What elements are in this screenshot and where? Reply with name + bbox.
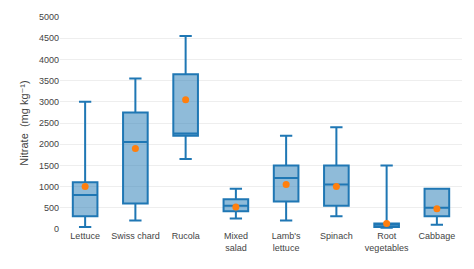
svg-text:Swiss chard: Swiss chard — [111, 231, 160, 241]
svg-text:4000: 4000 — [39, 55, 59, 65]
svg-text:Nitrate (mg kg⁻¹): Nitrate (mg kg⁻¹) — [18, 80, 30, 165]
svg-text:500: 500 — [44, 203, 59, 213]
svg-text:Cabbage: Cabbage — [419, 231, 456, 241]
svg-text:3000: 3000 — [39, 97, 59, 107]
svg-text:2000: 2000 — [39, 139, 59, 149]
svg-text:Lamb'slettuce: Lamb'slettuce — [272, 231, 301, 253]
svg-text:Spinach: Spinach — [320, 231, 353, 241]
svg-text:1000: 1000 — [39, 182, 59, 192]
svg-text:4500: 4500 — [39, 33, 59, 43]
svg-text:1500: 1500 — [39, 161, 59, 171]
svg-text:Lettuce: Lettuce — [70, 231, 100, 241]
svg-text:2500: 2500 — [39, 118, 59, 128]
svg-text:3500: 3500 — [39, 76, 59, 86]
svg-text:Rucola: Rucola — [172, 231, 200, 241]
svg-text:Mixedsalad: Mixedsalad — [224, 231, 248, 253]
svg-text:0: 0 — [54, 224, 59, 234]
svg-text:5000: 5000 — [39, 12, 59, 22]
svg-text:Rootvegetables: Rootvegetables — [365, 231, 409, 253]
